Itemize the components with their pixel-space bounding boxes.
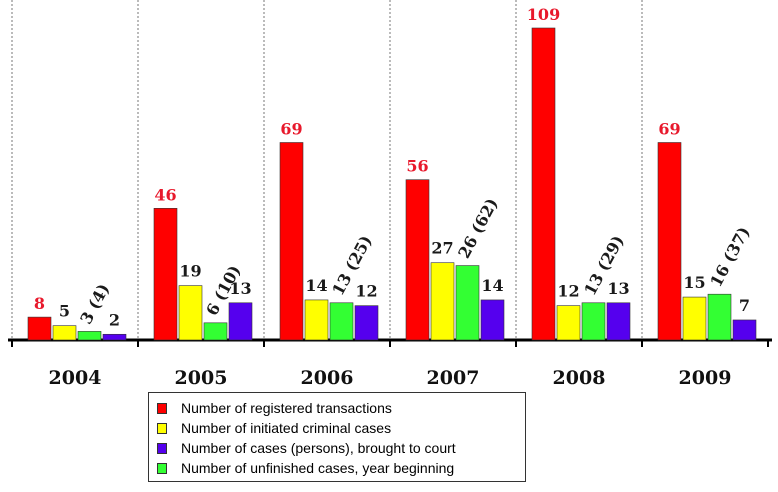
- bar-court-2005: [228, 302, 253, 341]
- bar-initiated-2006: [304, 299, 329, 341]
- data-label-court-2004: 2: [109, 310, 120, 329]
- data-label-court-2005: 13: [229, 279, 251, 298]
- bar-unfinished-2008: [581, 302, 606, 341]
- data-label-registered-2006: 69: [280, 119, 302, 138]
- bar-court-2009: [732, 319, 757, 341]
- bar-registered-2007: [405, 179, 430, 341]
- data-label-registered-2004: 8: [34, 294, 45, 313]
- chart-legend: Number of registered transactions Number…: [148, 392, 526, 482]
- legend-item-court: Number of cases (persons), brought to co…: [157, 438, 517, 458]
- legend-item-initiated: Number of initiated criminal cases: [157, 418, 517, 438]
- legend-label-unfinished: Number of unfinished cases, year beginni…: [181, 460, 455, 476]
- data-label-initiated-2009: 15: [683, 273, 705, 292]
- data-label-initiated-2006: 14: [305, 276, 327, 295]
- bar-unfinished-2009: [707, 293, 732, 341]
- data-label-registered-2009: 69: [658, 119, 680, 138]
- data-label-court-2006: 12: [355, 282, 377, 301]
- bar-registered-2004: [27, 316, 52, 341]
- bar-initiated-2008: [556, 305, 581, 341]
- bar-court-2007: [480, 299, 505, 341]
- bar-unfinished-2007: [455, 265, 480, 341]
- bar-unfinished-2004: [77, 331, 102, 341]
- data-label-registered-2007: 56: [406, 157, 428, 176]
- data-label-registered-2005: 46: [154, 185, 176, 204]
- data-label-court-2009: 7: [739, 296, 750, 315]
- legend-swatch-registered: [157, 402, 167, 414]
- legend-item-registered: Number of registered transactions: [157, 398, 517, 418]
- data-label-initiated-2008: 12: [557, 282, 579, 301]
- bar-initiated-2007: [430, 262, 455, 341]
- legend-swatch-court: [157, 442, 167, 454]
- legend-swatch-initiated: [157, 422, 167, 434]
- year-label-2004: 2004: [49, 367, 102, 389]
- bar-registered-2006: [279, 142, 304, 341]
- bar-initiated-2004: [52, 325, 77, 341]
- bar-unfinished-2006: [329, 302, 354, 341]
- data-label-initiated-2007: 27: [431, 239, 453, 258]
- data-label-unfinished-2004: 3 (4): [76, 280, 113, 327]
- bar-unfinished-2005: [203, 322, 228, 341]
- legend-swatch-unfinished: [157, 462, 167, 474]
- data-label-court-2007: 14: [481, 276, 503, 295]
- legend-label-court: Number of cases (persons), brought to co…: [181, 440, 456, 456]
- legend-label-registered: Number of registered transactions: [181, 400, 392, 416]
- bar-registered-2009: [657, 142, 682, 341]
- data-label-initiated-2004: 5: [59, 302, 70, 321]
- bar-registered-2005: [153, 208, 178, 341]
- data-label-initiated-2005: 19: [179, 262, 201, 281]
- year-label-2005: 2005: [175, 367, 228, 389]
- bar-court-2008: [606, 302, 631, 341]
- year-label-2008: 2008: [553, 367, 606, 389]
- bar-initiated-2005: [178, 285, 203, 341]
- year-label-2007: 2007: [427, 367, 480, 389]
- bar-registered-2008: [531, 27, 556, 341]
- year-label-2006: 2006: [301, 367, 354, 389]
- bar-initiated-2009: [682, 296, 707, 341]
- data-label-unfinished-2009: 16 (37): [706, 224, 753, 291]
- data-label-court-2008: 13: [607, 279, 629, 298]
- bar-court-2004: [102, 333, 127, 341]
- year-label-2009: 2009: [679, 367, 732, 389]
- legend-label-initiated: Number of initiated criminal cases: [181, 420, 392, 436]
- data-label-unfinished-2007: 26 (62): [454, 195, 501, 262]
- legend-item-unfinished: Number of unfinished cases, year beginni…: [157, 458, 517, 478]
- data-label-registered-2008: 109: [527, 5, 560, 24]
- bar-court-2006: [354, 305, 379, 341]
